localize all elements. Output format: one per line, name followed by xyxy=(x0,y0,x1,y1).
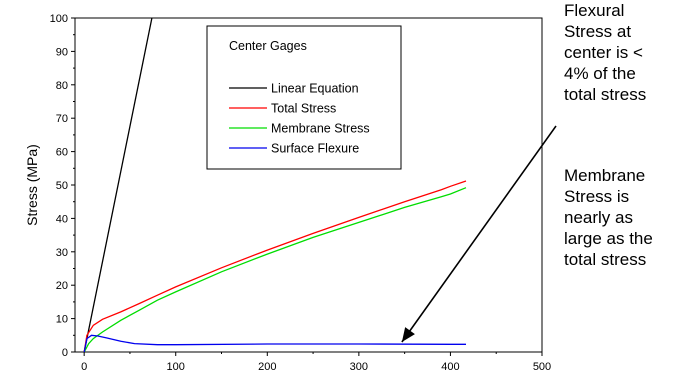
x-tick-label: 0 xyxy=(81,361,87,373)
series-line-surface-flexure xyxy=(83,334,466,352)
legend-label: Linear Equation xyxy=(271,82,359,96)
legend-title: Center Gages xyxy=(229,39,307,53)
x-tick-label: 200 xyxy=(258,361,276,373)
arrow-shaft xyxy=(401,125,557,343)
y-tick-label: 90 xyxy=(56,46,68,58)
y-tick-label: 50 xyxy=(56,180,68,192)
legend-label: Total Stress xyxy=(271,102,336,116)
y-tick-label: 10 xyxy=(56,314,68,326)
y-tick-label: 60 xyxy=(56,147,68,159)
y-tick-label: 40 xyxy=(56,213,68,225)
series-line-membrane-stress xyxy=(83,187,467,352)
y-tick-label: 70 xyxy=(56,113,68,125)
annotation-flexural-stress: Flexural Stress at center is < 4% of the… xyxy=(564,1,647,104)
y-tick-label: 100 xyxy=(50,13,68,25)
y-tick-label: 0 xyxy=(62,347,68,359)
x-tick-label: 300 xyxy=(350,361,368,373)
annotation-arrow xyxy=(401,125,557,343)
series-line-total-stress xyxy=(83,180,467,352)
axis-tick-labels: 0 10 20 30 40 50 60 70 80 90 100 0 100 200 300 400 500 xyxy=(50,13,552,373)
x-tick-label: 400 xyxy=(441,361,459,373)
arrow-head xyxy=(401,327,415,342)
axis-ticks xyxy=(71,17,543,356)
legend-box xyxy=(206,25,402,170)
series-lines xyxy=(83,18,467,352)
y-tick-label: 80 xyxy=(56,80,68,92)
series-line-linear-equation xyxy=(83,18,153,352)
y-tick-label: 20 xyxy=(56,280,68,292)
legend-label: Membrane Stress xyxy=(271,122,370,136)
x-tick-label: 100 xyxy=(167,361,185,373)
legend-label: Surface Flexure xyxy=(271,142,359,156)
legend: Center Gages Linear Equation Total Stress M… xyxy=(206,25,402,170)
annotation-membrane-stress: Membrane Stress is nearly as large as th… xyxy=(564,166,653,269)
y-axis-title: Stress (MPa) xyxy=(24,144,40,226)
x-tick-label: 500 xyxy=(533,361,551,373)
y-tick-label: 30 xyxy=(56,247,68,259)
